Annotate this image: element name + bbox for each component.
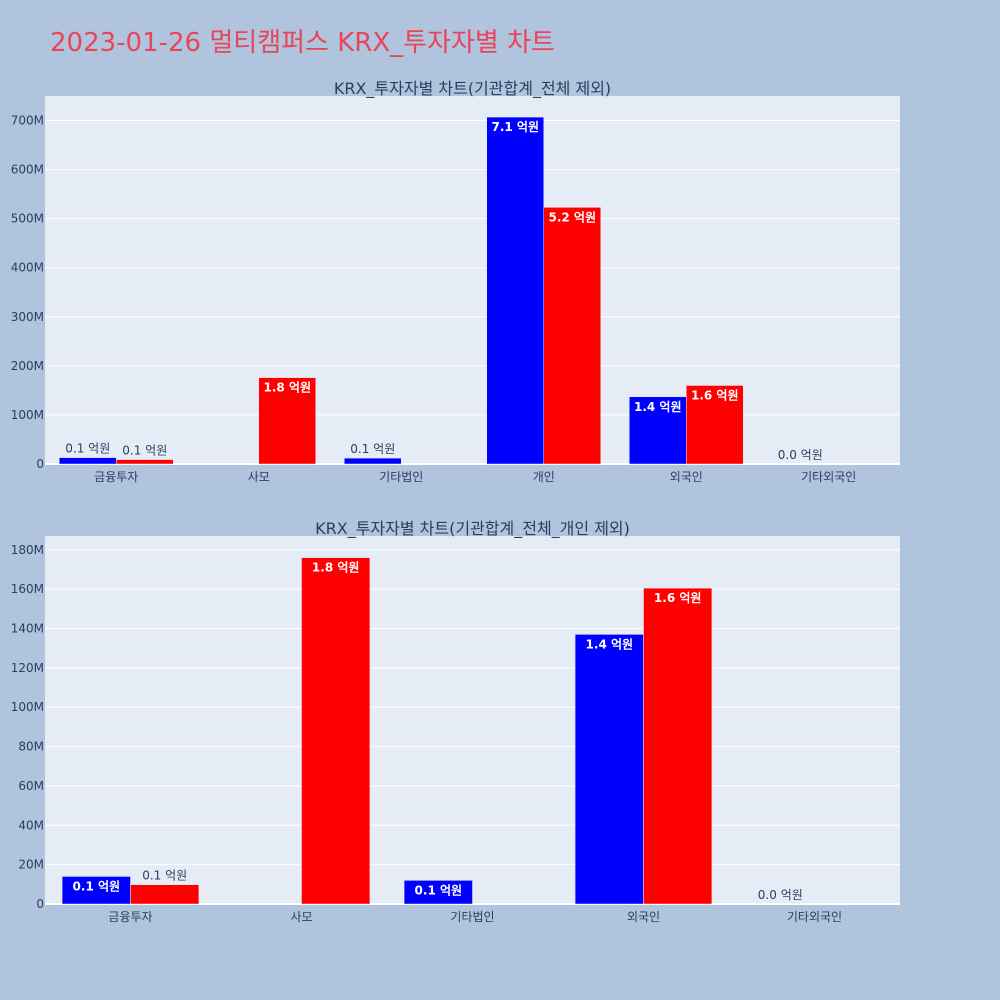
bar [403, 880, 473, 905]
chart-top: 0 100M 200M 300M 400M 500M 600M 700M KRX_투자자별 차트… [11, 79, 900, 484]
bar [486, 116, 544, 465]
x-tick-label: 외국인 [627, 910, 660, 924]
x-tick-label: 외국인 [670, 470, 703, 484]
bar [574, 634, 644, 905]
data-label: 7.1 억원 [491, 120, 539, 134]
y-tick-label: 20M [18, 858, 44, 872]
y-tick-label: 120M [11, 661, 44, 675]
x-tick-label: 기타법인 [379, 470, 423, 484]
bar [686, 385, 744, 465]
x-tick-label: 사모 [248, 470, 270, 484]
bar [344, 457, 402, 465]
x-tick-label: 기타법인 [450, 910, 494, 924]
bar [130, 884, 200, 905]
y-tick-label: 300M [11, 310, 44, 324]
data-label: 1.6 억원 [691, 388, 739, 402]
data-label: 0.0 억원 [758, 888, 803, 902]
x-tick-label: 개인 [533, 470, 555, 484]
y-tick-label: 200M [11, 359, 44, 373]
data-label: 1.8 억원 [312, 561, 360, 575]
x-tick-label: 기타외국인 [787, 910, 842, 924]
y-tick-label: 60M [18, 779, 44, 793]
data-label: 5.2 억원 [548, 210, 596, 224]
x-tick-label: 기타외국인 [801, 470, 856, 484]
bar [543, 207, 601, 465]
y-tick-label: 40M [18, 818, 44, 832]
data-label: 1.4 억원 [634, 400, 682, 414]
data-label: 1.8 억원 [263, 381, 311, 395]
y-tick-label: 0 [36, 897, 44, 911]
y-tick-label: 700M [11, 114, 44, 128]
y-tick-label: 600M [11, 163, 44, 177]
y-tick-label: 100M [11, 408, 44, 422]
bar [629, 396, 687, 465]
y-tick-label: 500M [11, 212, 44, 226]
data-label: 0.1 억원 [73, 879, 121, 893]
bar [301, 557, 371, 905]
data-label: 1.6 억원 [654, 591, 702, 605]
y-tick-label: 80M [18, 740, 44, 754]
data-label: 0.1 억원 [122, 444, 167, 458]
plot-area [45, 96, 900, 464]
y-tick-label: 140M [11, 621, 44, 635]
y-tick-label: 0 [36, 457, 44, 471]
bar [258, 377, 316, 465]
y-tick-label: 180M [11, 543, 44, 557]
chart-title: KRX_투자자별 차트(기관합계_전체_개인 제외) [315, 519, 630, 539]
data-label: 0.0 억원 [778, 448, 823, 462]
x-tick-label: 사모 [290, 910, 312, 924]
y-tick-label: 160M [11, 582, 44, 596]
data-label: 0.1 억원 [415, 883, 463, 897]
plot-area [45, 536, 900, 904]
bar [61, 876, 131, 905]
chart-bottom: 0 20M 40M 60M 80M 100M 120M 140M 160M 180M KRX_투자자… [11, 519, 900, 924]
bar [116, 459, 174, 465]
chart-title: KRX_투자자별 차트(기관합계_전체 제외) [334, 79, 611, 99]
y-tick-label: 100M [11, 700, 44, 714]
data-label: 0.1 억원 [65, 442, 110, 456]
data-label: 0.1 억원 [350, 442, 395, 456]
y-tick-label: 400M [11, 261, 44, 275]
x-tick-label: 금융투자 [108, 910, 152, 924]
page-title: 2023-01-26 멀티캠퍼스 KRX_투자자별 차트 [50, 28, 555, 58]
bar [59, 457, 117, 465]
x-tick-label: 금융투자 [94, 470, 138, 484]
bar [643, 587, 713, 905]
data-label: 0.1 억원 [142, 869, 187, 883]
data-label: 1.4 억원 [586, 637, 634, 651]
